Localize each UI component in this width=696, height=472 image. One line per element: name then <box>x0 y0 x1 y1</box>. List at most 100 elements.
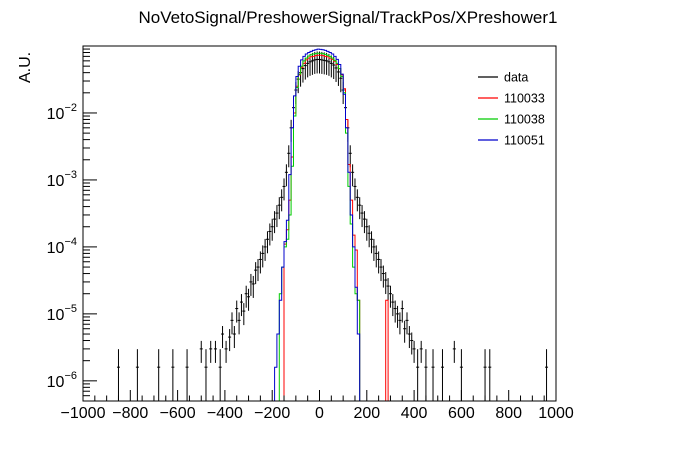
axes-layer: −1000 −800 −600 −400 −200 0 200 400 600 800 1000 10… <box>47 45 574 422</box>
data-point <box>221 326 225 349</box>
x-tick-label: 200 <box>353 405 380 422</box>
data-point <box>419 340 423 363</box>
y-tick-label: 10−5 <box>47 303 77 324</box>
data-point <box>355 189 359 212</box>
data-point <box>237 312 241 335</box>
data-point <box>185 349 189 401</box>
data-point <box>261 245 265 268</box>
data-point <box>545 349 549 401</box>
data-point <box>116 349 120 401</box>
data-point <box>263 238 267 261</box>
x-tick-label: 1000 <box>538 405 574 422</box>
data-point <box>384 272 388 295</box>
legend-entry-110051: 110051 <box>478 134 545 148</box>
legend-entry-110038: 110038 <box>478 113 545 127</box>
data-point <box>353 178 357 201</box>
data-point <box>372 238 376 261</box>
data-point <box>381 265 385 288</box>
data-point <box>348 145 352 168</box>
legend-label: 110033 <box>504 92 545 106</box>
data-point <box>452 340 456 363</box>
data-point <box>358 197 362 220</box>
data-point <box>374 245 378 268</box>
data-point <box>213 340 217 363</box>
data-point <box>410 332 414 355</box>
data-point <box>251 275 255 298</box>
data-point <box>224 340 228 363</box>
data-point <box>204 349 208 401</box>
data-point <box>235 300 239 323</box>
data-point <box>249 273 253 296</box>
data-point <box>424 349 428 401</box>
data-point <box>393 300 397 323</box>
data-point <box>367 225 371 248</box>
y-tick-label: 10−4 <box>47 236 77 257</box>
data-point <box>209 340 213 363</box>
legend-entries: data 110033 110038 110051 <box>478 71 545 148</box>
data-point <box>431 349 435 401</box>
data-point <box>244 285 248 308</box>
data-point <box>135 349 139 401</box>
data-point <box>277 197 281 220</box>
legend-label: 110038 <box>504 113 545 127</box>
x-tick-label: −800 <box>112 405 148 422</box>
data-point <box>440 349 444 401</box>
data-point <box>360 205 364 228</box>
chart-title: NoVetoSignal/PreshowerSignal/TrackPos/XP… <box>139 8 558 27</box>
data-point <box>232 326 236 349</box>
y-tick-label: 10−3 <box>47 169 77 190</box>
y-axis-label: A.U. <box>17 52 34 83</box>
legend-label: 110051 <box>504 134 545 148</box>
x-tick-label: −200 <box>254 405 290 422</box>
x-tick-label: 800 <box>495 405 522 422</box>
x-tick-label: −400 <box>207 405 243 422</box>
data-point <box>396 305 400 328</box>
data-point <box>282 178 286 201</box>
x-tick-label: −1000 <box>61 405 106 422</box>
data-point <box>230 312 234 335</box>
data-point <box>377 251 381 274</box>
x-tick-label: −600 <box>160 405 196 422</box>
legend-label: data <box>504 71 528 85</box>
y-tick-label: 10−2 <box>47 102 77 123</box>
data-point <box>258 251 262 274</box>
legend: data 110033 110038 110051 <box>478 71 545 148</box>
data-point <box>199 340 203 363</box>
data-point <box>370 231 374 254</box>
data-point <box>379 259 383 282</box>
data-point <box>265 231 269 254</box>
data-point <box>270 218 274 241</box>
data-point <box>239 294 243 317</box>
legend-entry-data: data <box>478 71 528 85</box>
data-point <box>284 164 288 187</box>
data-point <box>412 340 416 363</box>
data-point <box>388 285 392 308</box>
data-point <box>273 211 277 234</box>
series-layer <box>116 48 549 402</box>
data-point <box>242 303 246 326</box>
legend-entry-110033: 110033 <box>478 92 545 106</box>
x-tick-label: 400 <box>401 405 428 422</box>
data-point <box>398 312 402 335</box>
x-tick-label: 600 <box>448 405 475 422</box>
data-point <box>400 300 404 323</box>
x-tick-label: 0 <box>315 405 324 422</box>
data-point <box>171 349 175 401</box>
data-point <box>254 262 258 285</box>
data-point <box>403 320 407 343</box>
data-point <box>280 189 284 212</box>
data-point <box>157 349 161 401</box>
data-point <box>362 211 366 234</box>
data-point <box>416 349 420 401</box>
y-tick-label: 10−6 <box>47 370 77 391</box>
data-point <box>488 349 492 401</box>
data-point <box>228 329 232 352</box>
data-point <box>405 312 409 335</box>
series-data-points <box>116 51 549 401</box>
data-point <box>386 278 390 301</box>
data-point <box>268 223 272 246</box>
data-point <box>287 145 291 168</box>
data-point <box>483 349 487 401</box>
data-point <box>275 205 279 228</box>
